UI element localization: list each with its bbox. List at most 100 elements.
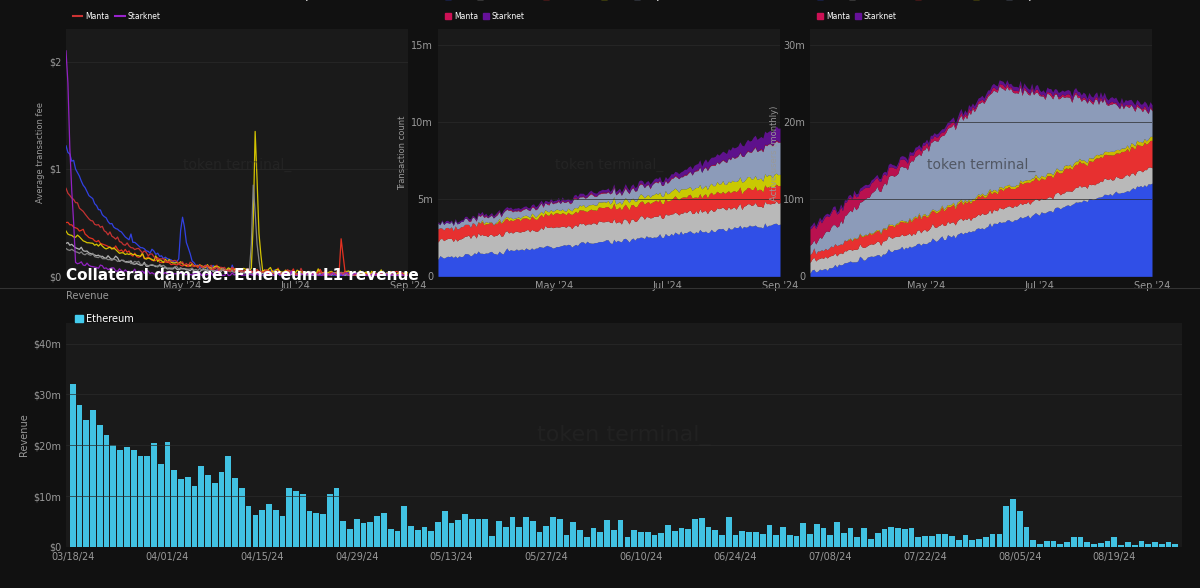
- Bar: [84, 420, 89, 547]
- Bar: [300, 494, 306, 547]
- Bar: [847, 528, 853, 547]
- Bar: [916, 537, 922, 547]
- Y-axis label: Transaction count: Transaction count: [398, 116, 407, 190]
- Bar: [530, 522, 535, 547]
- Bar: [1044, 542, 1050, 547]
- Bar: [462, 514, 468, 547]
- Bar: [510, 517, 515, 547]
- Bar: [354, 519, 360, 547]
- Bar: [367, 522, 373, 547]
- Bar: [659, 533, 664, 547]
- Bar: [990, 534, 996, 547]
- Bar: [226, 456, 232, 547]
- Bar: [854, 537, 860, 547]
- Bar: [103, 435, 109, 547]
- Bar: [1105, 542, 1110, 547]
- Bar: [503, 527, 509, 547]
- Bar: [1057, 544, 1063, 547]
- Bar: [929, 536, 935, 547]
- Bar: [862, 529, 866, 547]
- Bar: [1111, 537, 1117, 547]
- Legend: Manta, Starknet: Manta, Starknet: [814, 8, 900, 24]
- Bar: [605, 520, 610, 547]
- Bar: [347, 529, 353, 547]
- Bar: [1064, 542, 1070, 547]
- Bar: [523, 517, 529, 547]
- Bar: [644, 532, 650, 547]
- Bar: [1085, 542, 1090, 547]
- Bar: [124, 447, 130, 547]
- Bar: [374, 516, 380, 547]
- Bar: [449, 523, 455, 547]
- Bar: [1098, 543, 1104, 547]
- Bar: [719, 534, 725, 547]
- Bar: [942, 534, 948, 547]
- Bar: [544, 526, 550, 547]
- Bar: [77, 405, 83, 547]
- Legend: Manta, Starknet: Manta, Starknet: [442, 8, 528, 24]
- Bar: [246, 506, 252, 547]
- Y-axis label: Revenue: Revenue: [19, 414, 29, 456]
- Bar: [808, 534, 812, 547]
- Bar: [1159, 544, 1164, 547]
- Bar: [1165, 543, 1171, 547]
- Bar: [706, 527, 712, 547]
- Bar: [685, 529, 691, 547]
- Bar: [888, 527, 894, 547]
- Bar: [577, 530, 583, 547]
- Bar: [1024, 526, 1030, 547]
- Y-axis label: Average transaction fee: Average transaction fee: [36, 102, 44, 203]
- Text: token terminal_: token terminal_: [926, 158, 1036, 172]
- Bar: [178, 479, 184, 547]
- Bar: [1139, 541, 1145, 547]
- Bar: [1078, 537, 1084, 547]
- Bar: [962, 534, 968, 547]
- Legend: Manta, Starknet: Manta, Starknet: [70, 8, 163, 24]
- Bar: [172, 470, 178, 547]
- Bar: [746, 532, 752, 547]
- Bar: [624, 537, 630, 547]
- Bar: [158, 464, 163, 547]
- Bar: [882, 529, 887, 547]
- Bar: [936, 534, 941, 547]
- Bar: [787, 535, 792, 547]
- Bar: [428, 530, 434, 547]
- Bar: [496, 521, 502, 547]
- Bar: [550, 516, 556, 547]
- Bar: [1152, 542, 1158, 547]
- Bar: [773, 535, 779, 547]
- Bar: [1010, 499, 1015, 547]
- Bar: [1118, 544, 1124, 547]
- Bar: [1070, 537, 1076, 547]
- Bar: [949, 536, 955, 547]
- Bar: [118, 450, 122, 547]
- Bar: [97, 425, 103, 547]
- Bar: [151, 443, 157, 547]
- Bar: [415, 530, 420, 547]
- Bar: [564, 534, 569, 547]
- Bar: [698, 518, 704, 547]
- Bar: [110, 445, 116, 547]
- Bar: [828, 536, 833, 547]
- Bar: [185, 477, 191, 547]
- Bar: [70, 385, 76, 547]
- Bar: [287, 489, 292, 547]
- Bar: [361, 523, 366, 547]
- Bar: [233, 479, 238, 547]
- Bar: [692, 519, 698, 547]
- Bar: [382, 513, 386, 547]
- Bar: [164, 442, 170, 547]
- Bar: [436, 522, 440, 547]
- Bar: [482, 519, 488, 547]
- Bar: [754, 532, 758, 547]
- Bar: [516, 527, 522, 547]
- Bar: [841, 533, 847, 547]
- Bar: [598, 532, 604, 547]
- Bar: [334, 488, 340, 547]
- Bar: [665, 526, 671, 547]
- Bar: [408, 526, 414, 547]
- Bar: [733, 536, 738, 547]
- Bar: [313, 513, 319, 547]
- Bar: [259, 510, 265, 547]
- Bar: [280, 516, 286, 547]
